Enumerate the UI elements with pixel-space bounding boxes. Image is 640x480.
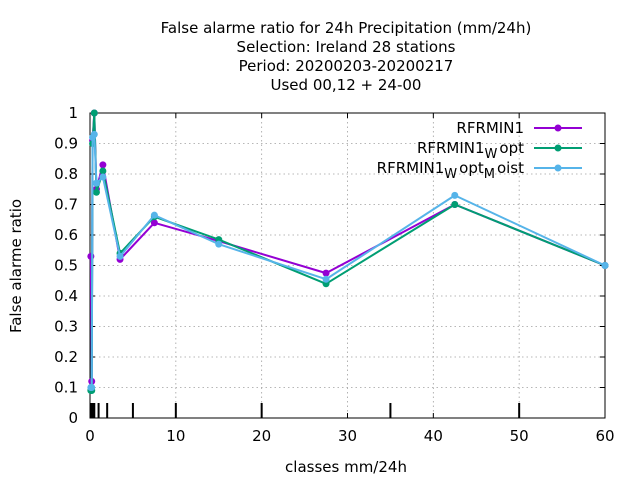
data-point [215,240,223,248]
x-tick-label: 40 [424,427,443,445]
data-point [322,269,330,277]
data-point [99,161,107,169]
y-tick-label: 0.8 [54,165,78,183]
data-point [99,173,107,181]
series-2 [87,109,609,395]
data-point [601,262,609,269]
series-3 [87,130,609,391]
data-point [322,275,330,283]
data-point [451,191,459,199]
legend-entry-1: RFRMIN1 [456,119,582,137]
data-point [90,130,98,138]
series-line [90,133,606,389]
title-line-2: Selection: Ireland 28 stations [237,38,456,56]
series-layer [87,109,609,395]
series-line [89,112,606,383]
y-tick-label: 0.4 [54,287,78,305]
legend-label: RFRMIN1W optM oist [377,159,524,182]
x-tick-label: 20 [252,427,271,445]
data-point [150,211,158,219]
legend-label: RFRMIN1 [456,119,524,137]
series-1 [87,109,609,385]
title-line-4: Used 00,12 + 24-00 [271,76,422,94]
legend-entry-3: RFRMIN1W optM oist [377,159,582,182]
chart-title: False alarme ratio for 24h Precipitation… [161,19,532,94]
data-point [451,201,459,208]
data-point [90,109,98,117]
x-axis-label: classes mm/24h [285,458,407,476]
legend-marker [554,144,562,152]
x-tick-label: 0 [85,427,95,445]
data-point [99,167,107,175]
title-line-3: Period: 20200203-20200217 [239,57,454,75]
x-tick-label: 30 [338,427,357,445]
y-tick-label: 0 [68,409,78,427]
y-tick-label: 0.9 [54,135,78,153]
y-tick-label: 0.6 [54,226,78,244]
legend-marker [554,164,562,172]
axis-ticks: 0 10 20 30 40 50 60 0 0.1 0.2 0.3 0.4 0.5 0.6 0.7 0.8 0.… [54,104,614,445]
data-point [87,252,95,260]
y-tick-label: 0.3 [54,318,78,336]
y-axis-label: False alarme ratio [7,199,25,333]
y-tick-label: 0.7 [54,196,78,214]
data-point [92,188,100,196]
y-tick-label: 0.5 [54,257,78,275]
legend-label: RFRMIN1W opt [417,139,524,162]
data-point [92,179,100,187]
grid [90,113,605,418]
data-point [88,384,96,391]
legend-marker [554,124,562,132]
title-line-1: False alarme ratio for 24h Precipitation… [161,19,532,37]
legend-entry-2: RFRMIN1W opt [417,139,582,162]
x-tick-label: 60 [595,427,614,445]
x-tick-label: 50 [510,427,529,445]
series-line [90,112,606,392]
y-tick-label: 0.2 [54,348,78,366]
y-tick-label: 0.1 [54,379,78,397]
data-point [150,219,158,227]
x-tick-label: 10 [166,427,185,445]
y-tick-label: 1 [68,104,78,122]
data-point [116,252,124,260]
